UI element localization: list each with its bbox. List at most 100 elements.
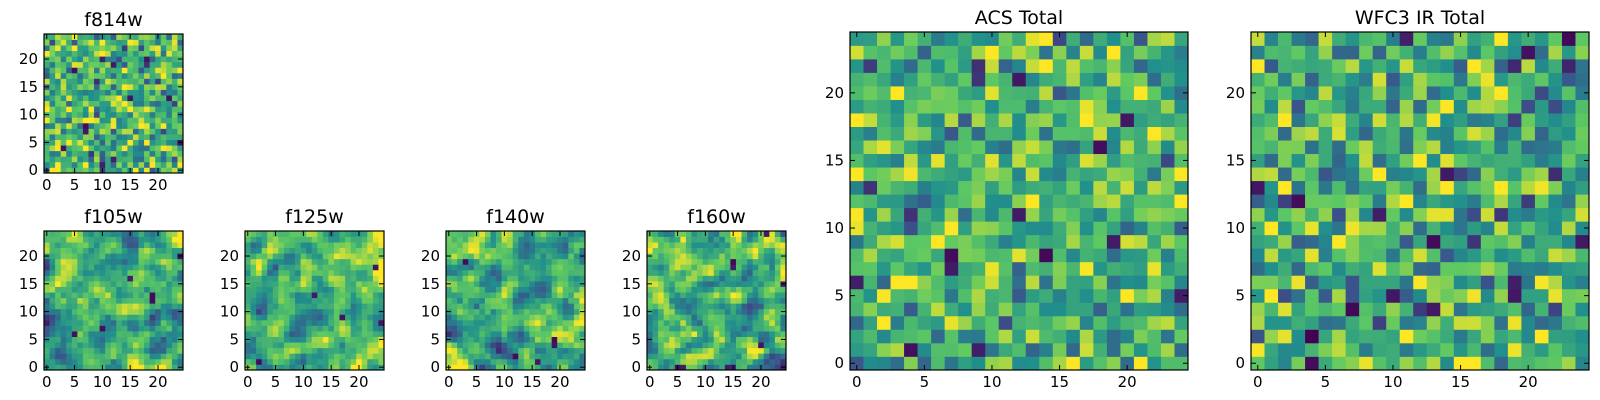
- heatmap-cell: [931, 126, 945, 141]
- heatmap-cell: [333, 275, 340, 282]
- heatmap-cell: [116, 325, 123, 332]
- heatmap-cell: [295, 331, 301, 337]
- heatmap-cell: [171, 72, 178, 79]
- heatmap-cell: [451, 331, 458, 337]
- ytick-label-0: 0: [28, 358, 38, 376]
- heatmap-cell: [94, 84, 100, 90]
- heatmap-cell: [573, 342, 580, 349]
- heatmap-cell: [272, 303, 279, 310]
- heatmap-cell: [1160, 207, 1175, 222]
- heatmap-cell: [289, 242, 296, 249]
- heatmap-cell: [300, 297, 307, 304]
- heatmap-cell: [356, 353, 363, 360]
- heatmap-cell: [512, 358, 519, 365]
- heatmap-cell: [132, 78, 139, 85]
- heatmap-cell: [55, 364, 62, 371]
- heatmap-cell: [562, 364, 569, 371]
- heatmap-cell: [1494, 356, 1509, 371]
- heatmap-cell: [658, 258, 665, 265]
- heatmap-cell: [904, 288, 918, 303]
- heatmap-cell: [149, 325, 156, 332]
- heatmap-cell: [713, 258, 720, 265]
- heatmap-cell: [94, 303, 100, 310]
- heatmap-cell: [669, 308, 676, 315]
- heatmap-cell: [685, 231, 692, 237]
- heatmap-cell: [71, 275, 78, 282]
- heatmap-cell: [774, 297, 781, 304]
- heatmap-cell: [278, 236, 285, 243]
- heatmap-cell: [1120, 248, 1135, 263]
- heatmap-cell: [462, 347, 469, 354]
- heatmap-cell: [160, 84, 167, 90]
- heatmap-cell: [877, 248, 891, 263]
- heatmap-cell: [724, 342, 731, 349]
- heatmap-cell: [931, 234, 945, 249]
- heatmap-cell: [512, 325, 519, 332]
- heatmap-cell: [451, 269, 458, 276]
- heatmap-cell: [1160, 234, 1175, 249]
- heatmap-cell: [719, 236, 726, 243]
- heatmap-cell: [702, 325, 709, 332]
- heatmap-cell: [1372, 288, 1387, 303]
- heatmap-cell: [1332, 180, 1346, 195]
- heatmap-cell: [283, 242, 290, 249]
- heatmap-cell: [328, 314, 335, 321]
- heatmap-cell: [1548, 126, 1563, 141]
- heatmap-cell: [652, 308, 659, 315]
- heatmap-cell: [518, 319, 525, 326]
- heatmap-cell: [769, 353, 776, 360]
- ytick-label-20: 20: [825, 84, 844, 102]
- heatmap-cell: [99, 264, 106, 271]
- heatmap-cell: [573, 247, 580, 254]
- heatmap-cell: [1012, 288, 1027, 303]
- heatmap-cell: [507, 314, 514, 321]
- heatmap-cell: [88, 39, 95, 46]
- heatmap-cell: [160, 167, 167, 174]
- heatmap-cell: [339, 319, 346, 326]
- heatmap-cell: [155, 303, 162, 310]
- heatmap-cell: [322, 286, 329, 293]
- heatmap-cell: [735, 242, 742, 249]
- heatmap-cell: [94, 358, 100, 365]
- heatmap-cell: [171, 342, 178, 349]
- heatmap-cell: [317, 358, 324, 365]
- heatmap-cell: [339, 303, 346, 310]
- heatmap-cell: [350, 308, 357, 315]
- heatmap-cell: [1453, 329, 1468, 344]
- heatmap-cell: [669, 269, 676, 276]
- heatmap-cell: [138, 84, 145, 90]
- heatmap-cell: [652, 264, 659, 271]
- heatmap-cell: [708, 353, 715, 360]
- heatmap-cell: [82, 84, 89, 90]
- heatmap-cell: [121, 319, 128, 326]
- heatmap-cell: [658, 242, 665, 249]
- heatmap-cell: [60, 236, 67, 243]
- heatmap-cell: [311, 242, 318, 249]
- heatmap-cell: [1305, 248, 1319, 263]
- heatmap-cell: [121, 45, 128, 52]
- heatmap-cell: [160, 231, 167, 237]
- heatmap-cell: [361, 347, 368, 354]
- heatmap-cell: [55, 72, 62, 79]
- heatmap-cell: [44, 242, 50, 249]
- heatmap-cell: [77, 106, 84, 113]
- heatmap-cell: [674, 342, 681, 349]
- heatmap-cell: [1440, 99, 1455, 114]
- heatmap-cell: [272, 331, 279, 337]
- heatmap-cell: [132, 134, 139, 140]
- heatmap-cell: [1372, 113, 1387, 127]
- heatmap-cell: [94, 111, 100, 118]
- heatmap-cell: [82, 325, 89, 332]
- heatmap-cell: [523, 286, 530, 293]
- heatmap-cell: [88, 286, 95, 293]
- heatmap-cell: [66, 95, 73, 102]
- heatmap-cell: [534, 342, 541, 349]
- heatmap-cell: [149, 156, 156, 163]
- heatmap-cell: [523, 358, 530, 365]
- heatmap-cell: [774, 253, 781, 260]
- heatmap-cell: [1291, 261, 1306, 276]
- heatmap-cell: [88, 358, 95, 365]
- heatmap-cell: [66, 303, 73, 310]
- heatmap-cell: [94, 331, 100, 337]
- heatmap-cell: [66, 139, 73, 146]
